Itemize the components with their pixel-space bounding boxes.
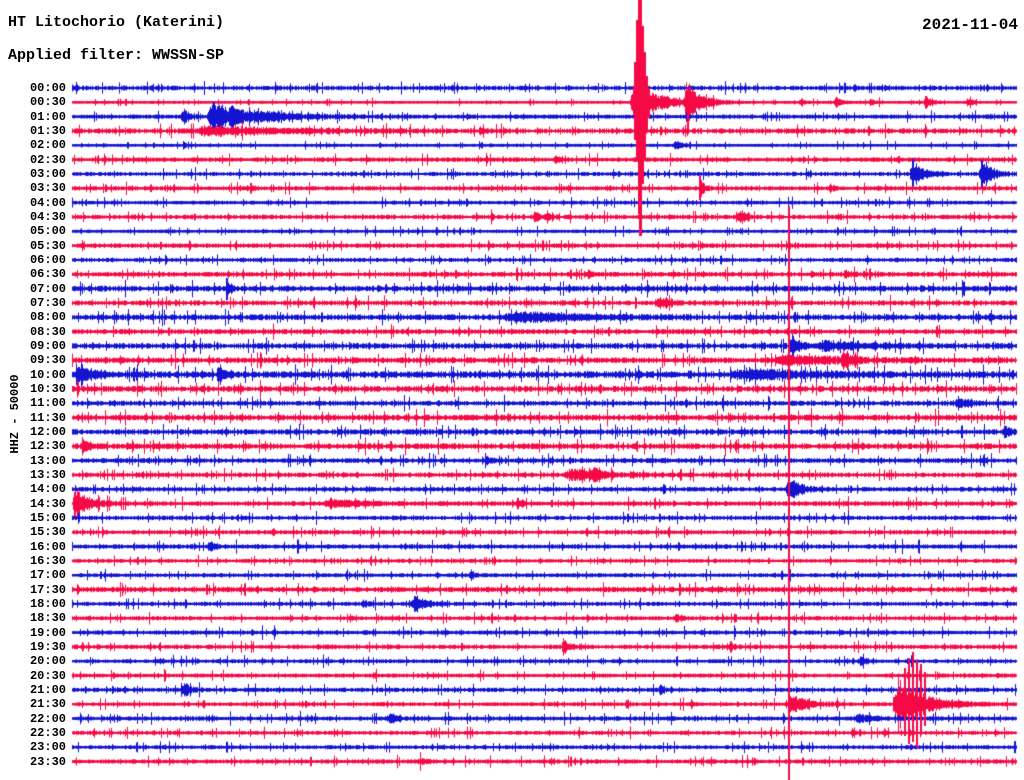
time-label-00-30: 00:30 (29, 95, 66, 110)
time-label-17-30: 17:30 (29, 582, 66, 597)
time-label-01-00: 01:00 (29, 109, 66, 124)
time-label-04-00: 04:00 (29, 195, 66, 210)
time-label-03-00: 03:00 (29, 166, 66, 181)
plot-date: 2021-11-04 (921, 16, 1018, 34)
time-label-10-00: 10:00 (29, 367, 66, 382)
time-label-21-30: 21:30 (29, 697, 66, 712)
time-label-17-00: 17:00 (29, 568, 66, 583)
time-label-09-30: 09:30 (29, 353, 66, 368)
time-label-19-30: 19:30 (29, 639, 66, 654)
time-label-20-00: 20:00 (29, 654, 66, 669)
time-label-13-00: 13:00 (29, 453, 66, 468)
time-label-08-00: 08:00 (29, 310, 66, 325)
time-label-22-00: 22:00 (29, 711, 66, 726)
applied-filter-label: Applied filter: WWSSN-SP (8, 47, 225, 64)
time-label-23-00: 23:00 (29, 740, 66, 755)
time-label-09-00: 09:00 (29, 338, 66, 353)
time-label-16-00: 16:00 (29, 539, 66, 554)
time-label-22-30: 22:30 (29, 725, 66, 740)
time-label-12-30: 12:30 (29, 439, 66, 454)
time-label-00-00: 00:00 (29, 81, 66, 95)
station-title: HT Litochorio (Katerini) (8, 14, 225, 31)
time-label-06-00: 06:00 (29, 252, 66, 267)
time-label-15-00: 15:00 (29, 510, 66, 525)
time-label-18-00: 18:00 (29, 596, 66, 611)
time-label-02-30: 02:30 (29, 152, 66, 167)
time-label-07-30: 07:30 (29, 295, 66, 310)
time-label-05-00: 05:00 (29, 224, 66, 239)
time-label-01-30: 01:30 (29, 123, 66, 138)
time-label-12-00: 12:00 (29, 424, 66, 439)
time-label-03-30: 03:30 (29, 181, 66, 196)
time-label-14-30: 14:30 (29, 496, 66, 511)
time-label-08-30: 08:30 (29, 324, 66, 339)
time-label-05-30: 05:30 (29, 238, 66, 253)
time-label-10-30: 10:30 (29, 381, 66, 396)
time-label-16-30: 16:30 (29, 553, 66, 568)
time-label-21-00: 21:00 (29, 682, 66, 697)
time-label-23-30: 23:30 (29, 754, 66, 769)
time-label-06-30: 06:30 (29, 267, 66, 282)
time-label-14-00: 14:00 (29, 482, 66, 497)
time-label-19-00: 19:00 (29, 625, 66, 640)
time-label-04-30: 04:30 (29, 209, 66, 224)
time-label-11-00: 11:00 (29, 396, 66, 411)
time-label-07-00: 07:00 (29, 281, 66, 296)
time-label-15-30: 15:30 (29, 525, 66, 540)
time-label-20-30: 20:30 (29, 668, 66, 683)
time-label-02-00: 02:00 (29, 138, 66, 153)
time-label-18-30: 18:30 (29, 611, 66, 626)
time-label-11-30: 11:30 (29, 410, 66, 425)
time-label-13-30: 13:30 (29, 467, 66, 482)
